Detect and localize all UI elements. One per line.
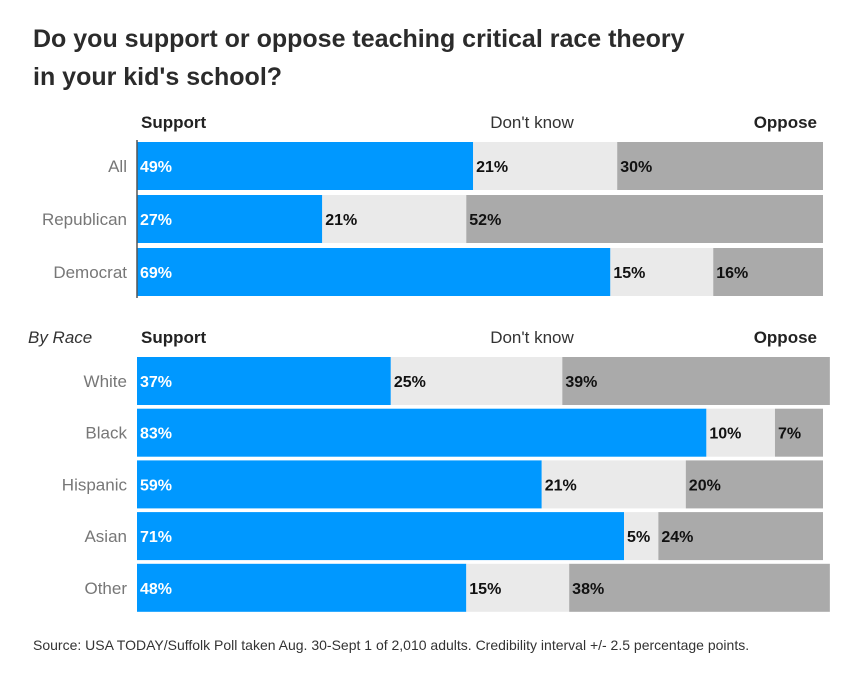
bar-all-oppose: [617, 142, 823, 190]
category-label-hispanic: Hispanic: [62, 475, 128, 494]
source-note: Source: USA TODAY/Suffolk Poll taken Aug…: [33, 637, 750, 653]
data-label-other-support: 48%: [140, 581, 172, 598]
data-label-democrat-support: 69%: [140, 265, 172, 282]
bar-hispanic-don-t-know: [541, 460, 686, 509]
bar-other-oppose: [569, 563, 830, 612]
data-label-asian-support: 71%: [140, 529, 172, 546]
bar-other-support: [137, 563, 467, 612]
bar-asian-don-t-know: [624, 512, 659, 561]
bar-white-don-t-know: [390, 357, 563, 405]
data-label-democrat-oppose: 16%: [716, 265, 748, 282]
chart-title-line-2: in your kid's school?: [33, 63, 283, 91]
data-label-white-don-t-know: 25%: [394, 374, 426, 391]
bar-white-oppose: [562, 357, 830, 405]
category-label-white: White: [84, 372, 127, 391]
bar-all-support: [137, 142, 474, 190]
category-label-republican: Republican: [42, 210, 127, 229]
category-label-asian: Asian: [84, 527, 127, 546]
bar-hispanic-oppose: [685, 460, 823, 509]
category-label-democrat: Democrat: [53, 263, 127, 282]
data-label-asian-oppose: 24%: [661, 529, 693, 546]
data-label-asian-don-t-know: 5%: [627, 529, 650, 546]
data-label-other-don-t-know: 15%: [469, 581, 501, 598]
chart-title-line-1: Do you support or oppose teaching critic…: [33, 25, 685, 53]
category-label-other: Other: [84, 579, 127, 598]
data-label-black-support: 83%: [140, 426, 172, 443]
legend-support: Support: [141, 113, 206, 132]
bar-hispanic-support: [137, 460, 542, 509]
bar-republican-oppose: [466, 195, 823, 243]
bar-asian-support: [137, 512, 625, 561]
data-label-other-oppose: 38%: [572, 581, 604, 598]
data-label-black-oppose: 7%: [778, 426, 801, 443]
legend-dont-know: Don't know: [490, 328, 574, 347]
data-label-white-support: 37%: [140, 374, 172, 391]
data-label-white-oppose: 39%: [565, 374, 597, 391]
data-label-democrat-don-t-know: 15%: [613, 265, 645, 282]
bar-black-don-t-know: [706, 408, 775, 457]
bar-other-don-t-know: [466, 563, 570, 612]
bar-democrat-support: [137, 248, 611, 296]
bar-all-don-t-know: [473, 142, 618, 190]
legend-oppose: Oppose: [754, 328, 817, 347]
data-label-all-don-t-know: 21%: [476, 159, 508, 176]
data-label-all-support: 49%: [140, 159, 172, 176]
data-label-republican-don-t-know: 21%: [325, 212, 357, 229]
data-label-hispanic-oppose: 20%: [689, 477, 721, 494]
data-label-hispanic-don-t-know: 21%: [545, 477, 577, 494]
bar-black-oppose: [774, 408, 823, 457]
bar-asian-oppose: [658, 512, 823, 561]
data-label-hispanic-support: 59%: [140, 477, 172, 494]
bar-democrat-oppose: [713, 248, 823, 296]
chart-title: Do you support or oppose teaching critic…: [33, 20, 833, 96]
group-label-by-race: By Race: [28, 328, 92, 347]
data-label-republican-oppose: 52%: [469, 212, 501, 229]
bar-white-support: [137, 357, 391, 405]
legend-support: Support: [141, 328, 206, 347]
data-label-black-don-t-know: 10%: [709, 426, 741, 443]
bar-democrat-don-t-know: [610, 248, 714, 296]
data-label-all-oppose: 30%: [620, 159, 652, 176]
category-label-all: All: [108, 157, 127, 176]
legend-oppose: Oppose: [754, 113, 817, 132]
bar-black-support: [137, 408, 707, 457]
bar-republican-support: [137, 195, 323, 243]
data-label-republican-support: 27%: [140, 212, 172, 229]
legend-dont-know: Don't know: [490, 113, 574, 132]
bar-republican-don-t-know: [322, 195, 467, 243]
category-label-black: Black: [85, 424, 127, 443]
